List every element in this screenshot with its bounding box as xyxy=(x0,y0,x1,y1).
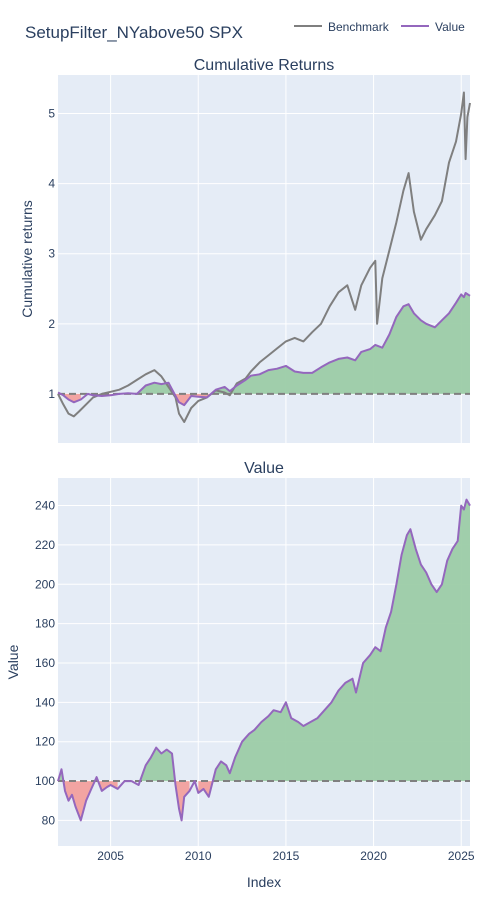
legend-label-benchmark: Benchmark xyxy=(328,20,390,34)
cumulative-returns-y-tick-label-5: 5 xyxy=(48,107,55,121)
cumulative-returns-y-tick-label-3: 3 xyxy=(48,247,55,261)
value-title: Value xyxy=(244,460,284,477)
cumulative-returns-ticks: 1 2 3 4 5 xyxy=(48,107,55,401)
value-positive-fill-3 xyxy=(140,747,175,782)
x-tick-label-2020: 2020 xyxy=(360,849,387,863)
x-tick-label-2015: 2015 xyxy=(273,849,300,863)
value-y-tick-label-120: 120 xyxy=(35,735,55,749)
legend-label-value: Value xyxy=(435,20,465,34)
value-ticks: 2005 2010 2015 2020 2025 80 100 120 140 160 180 200… xyxy=(35,499,475,863)
cumulative-returns-y-tick-label-2: 2 xyxy=(48,317,55,331)
cumulative-returns-title: Cumulative Returns xyxy=(194,57,335,74)
cumulative-returns-subplot: Cumulative Returns 1 2 3 4 5 Cumulative retu… xyxy=(19,57,471,443)
value-positive-fill-5 xyxy=(212,499,471,782)
cumulative-returns-positive-fill-2 xyxy=(119,382,175,394)
value-subplot: Value 2005 2010 2015 2020 2025 80 100 120 140 160… xyxy=(5,460,475,890)
value-y-tick-label-100: 100 xyxy=(35,774,55,788)
cumulative-returns-y-tick-label-4: 4 xyxy=(48,177,55,191)
legend[interactable]: Benchmark Value xyxy=(294,20,465,34)
x-tick-label-2025: 2025 xyxy=(448,849,475,863)
value-y-tick-label-160: 160 xyxy=(35,656,55,670)
value-y-tick-label-240: 240 xyxy=(35,499,55,513)
value-y-tick-label-200: 200 xyxy=(35,577,55,591)
value-fill xyxy=(58,499,471,821)
value-ylabel: Value xyxy=(5,644,21,679)
cumulative-returns-lines xyxy=(57,91,471,423)
value-y-tick-label-180: 180 xyxy=(35,617,55,631)
x-tick-label-2010: 2010 xyxy=(185,849,212,863)
value-y-tick-label-220: 220 xyxy=(35,538,55,552)
value-negative-fill-0 xyxy=(63,781,95,821)
x-tick-label-2005: 2005 xyxy=(97,849,124,863)
cumulative-returns-series-value xyxy=(57,292,471,407)
value-lines xyxy=(57,498,471,822)
cumulative-returns-y-tick-label-1: 1 xyxy=(48,387,55,401)
value-series-value xyxy=(57,498,471,822)
value-y-tick-label-140: 140 xyxy=(35,695,55,709)
value-negative-fill-3 xyxy=(175,781,190,821)
cumulative-returns-ylabel: Cumulative returns xyxy=(19,200,35,318)
x-axis-title: Index xyxy=(247,874,281,890)
cumulative-returns-positive-fill-3 xyxy=(211,293,470,394)
cumulative-returns-series-benchmark xyxy=(57,91,471,423)
figure-title: SetupFilter_NYabove50 SPX xyxy=(25,23,243,42)
value-y-tick-label-80: 80 xyxy=(42,813,56,827)
